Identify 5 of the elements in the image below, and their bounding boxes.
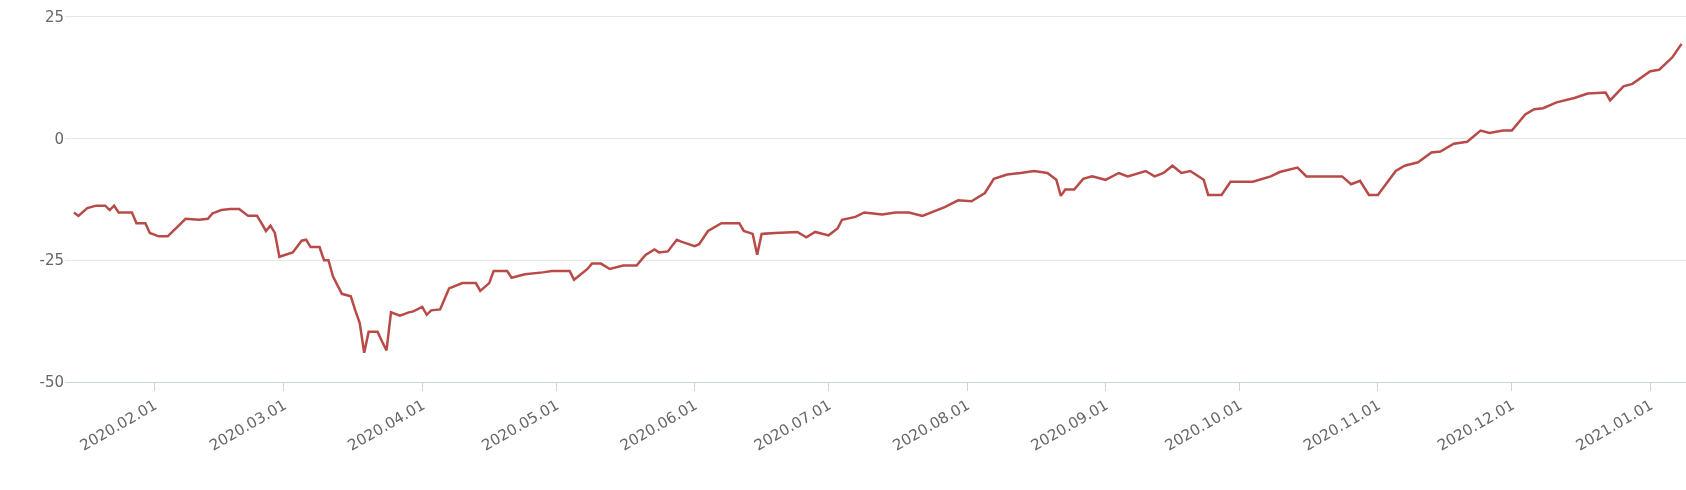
y-tick-label: -25: [39, 251, 64, 270]
y-tick-label: 0: [54, 129, 64, 148]
y-tick-label: -50: [39, 373, 64, 392]
y-tick-label: 25: [44, 7, 64, 26]
line-series: [72, 42, 1683, 355]
